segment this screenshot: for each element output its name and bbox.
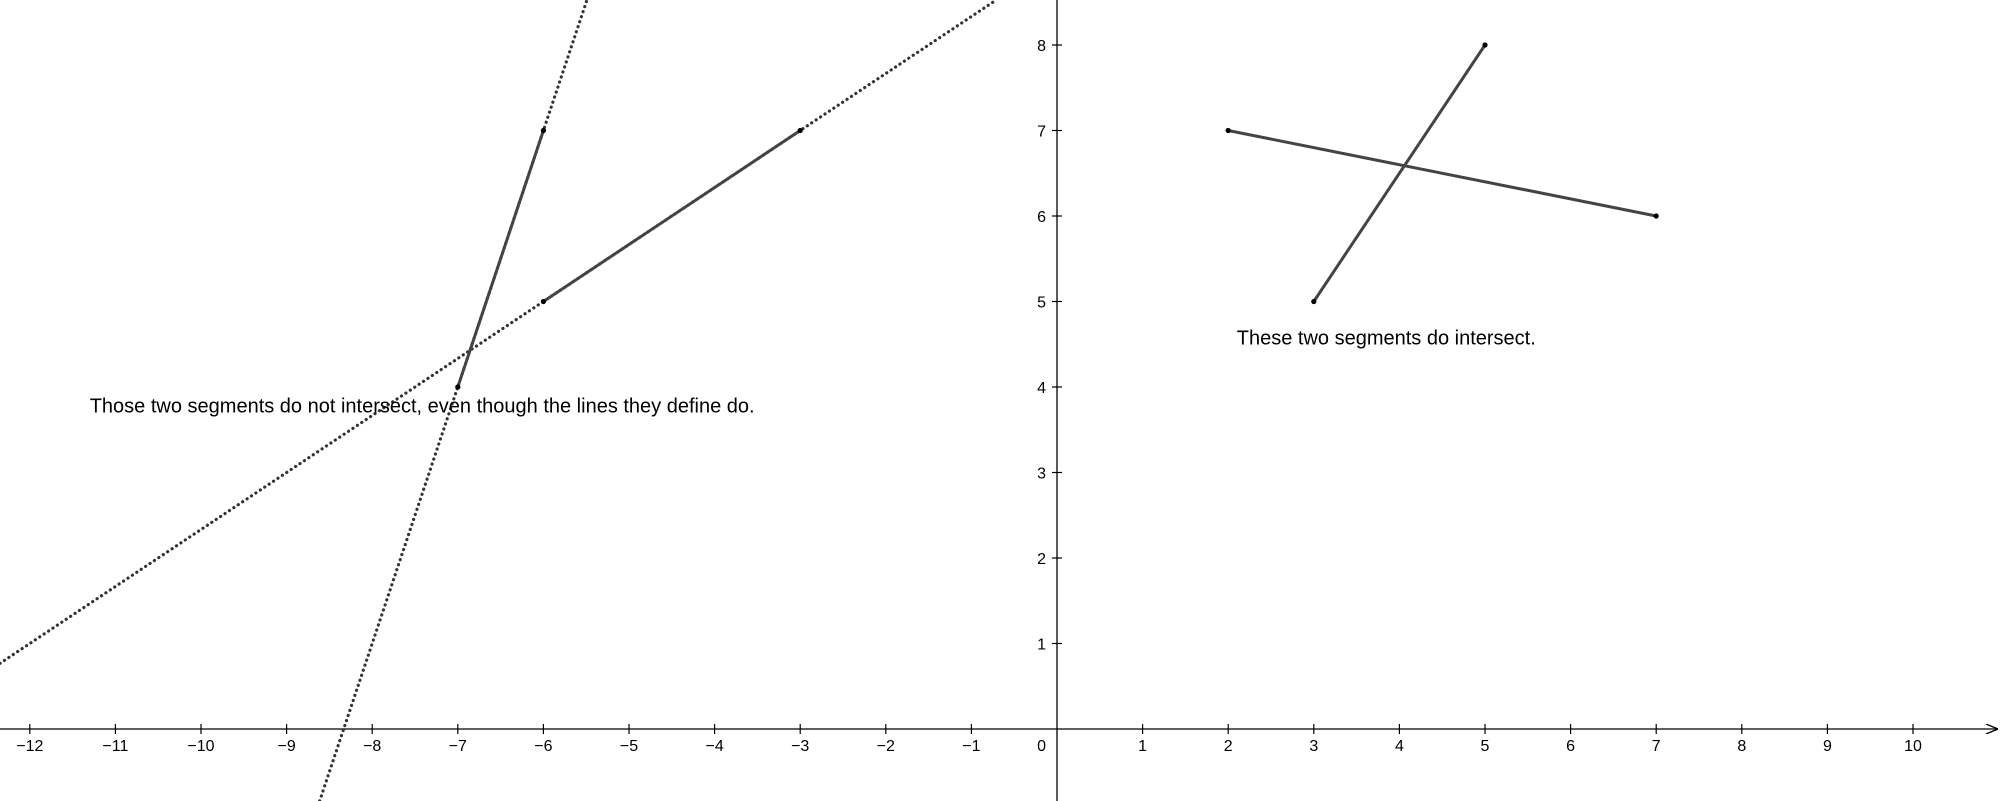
x-tick-label: 5 [1481,738,1490,755]
tick-labels: −12 −11 −10 −9 −8 −7 −6 −5 −4 −3 −2 −1 1 2 3 4 5 6 7 8 9 1012… [16,38,1922,755]
x-tick-label: 4 [1395,738,1404,755]
dotted-extended-line [0,0,998,665]
segment-endpoint [540,127,547,134]
segment-endpoint [1482,42,1488,48]
segment-endpoint [1311,298,1317,305]
y-tick-label: 6 [1037,209,1046,226]
y-tick-label: 1 [1037,637,1046,654]
x-tick-label: 2 [1224,738,1233,755]
segment-endpoint [455,384,461,390]
x-tick-label: −5 [620,738,638,755]
y-tick-label: 4 [1037,380,1046,397]
y-tick-label: 2 [1037,551,1046,568]
segment [1312,43,1487,303]
x-tick-label: 7 [1652,738,1661,755]
x-tick-label: 9 [1823,738,1832,755]
x-tick-label: 1 [1138,738,1147,755]
segment [541,129,802,303]
origin-label: 0 [1037,738,1046,755]
x-tick-label: 3 [1309,738,1318,755]
y-tick-label: 3 [1037,466,1046,483]
segment-endpoint [1653,213,1659,219]
x-tick-label: −3 [791,738,809,755]
x-tick-label: −7 [449,738,467,755]
x-tick-label: −6 [534,738,552,755]
x-tick-label: −2 [877,738,895,755]
x-tick-label: 8 [1737,738,1746,755]
x-tick-label: −1 [962,738,980,755]
x-tick-label: −8 [363,738,381,755]
segment [456,129,545,389]
segment-endpoint [797,127,803,134]
x-tick-label: 6 [1566,738,1575,755]
annotation-text: Those two segments do not intersect, eve… [90,396,755,418]
x-tick-label: −4 [705,738,723,755]
annotation-text: These two segments do intersect. [1237,327,1536,349]
x-tick-label: −12 [16,738,43,755]
y-tick-label: 8 [1037,38,1046,55]
x-tick-label: −9 [277,738,295,755]
x-tick-label: −11 [102,738,128,755]
annotations: Those two segments do not intersect, eve… [90,327,1536,417]
x-tick-label: −10 [187,738,214,755]
segment-endpoint [1225,127,1231,134]
y-tick-label: 5 [1037,295,1046,312]
x-tick-label: 10 [1904,738,1922,755]
segment-endpoint [540,298,547,305]
segments [456,43,1658,389]
segment [1226,129,1658,218]
y-tick-label: 7 [1037,124,1046,141]
points [455,42,1659,390]
